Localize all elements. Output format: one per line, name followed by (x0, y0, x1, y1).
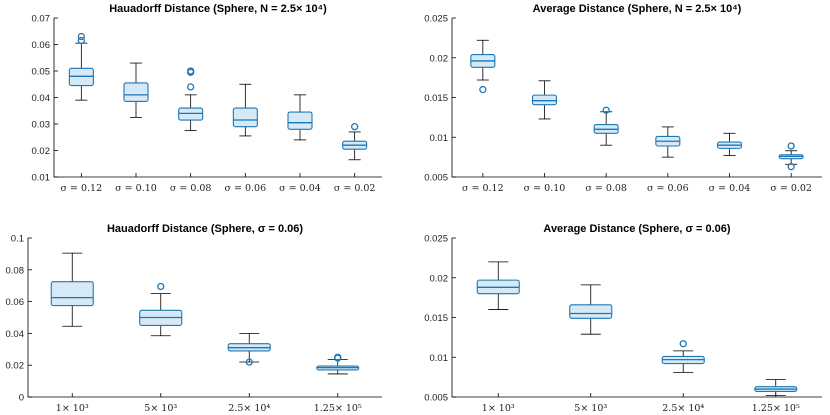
x-tick-label: 1.25× 10⁵ (752, 403, 800, 414)
y-tick-label: 0.005 (424, 393, 448, 404)
chart-3: Hauadorff Distance (Sphere, σ = 0.06) 0 0.… (6, 223, 382, 414)
y-tick-label: 0.02 (32, 146, 51, 157)
outlier-point (187, 67, 195, 75)
chart-2: Average Distance (Sphere, N = 2.5× 10⁴) 0… (424, 3, 822, 194)
box-plot (287, 94, 313, 141)
chart-1: Hauadorff Distance (Sphere, N = 2.5× 10⁴… (32, 3, 382, 194)
iqr-box (123, 82, 149, 103)
y-tick-label: 0.01 (32, 173, 51, 184)
box-plot (716, 132, 743, 156)
chart-4: Average Distance (Sphere, σ = 0.06) 0.005… (424, 223, 822, 414)
outlier-point (679, 340, 687, 348)
box-plot (754, 379, 798, 396)
x-tick-label: σ = 0.12 (462, 183, 504, 194)
box-plot (68, 32, 94, 101)
axis-lines (27, 238, 382, 398)
outlier-point (157, 282, 165, 291)
chart-title: Average Distance (Sphere, σ = 0.06) (543, 223, 731, 235)
y-tick-label: 0.01 (430, 133, 449, 144)
box-plot (123, 62, 149, 118)
y-tick-label: 0.1 (11, 234, 24, 245)
box-plot (569, 284, 613, 335)
y-tick-label: 0.06 (32, 40, 51, 51)
x-tick-label: σ = 0.08 (170, 183, 212, 194)
box-plot (593, 106, 619, 146)
y-tick-label: 0.08 (6, 265, 25, 276)
chart-title: Hauadorff Distance (Sphere, σ = 0.06) (107, 223, 303, 235)
y-tick-label: 0.015 (424, 313, 448, 324)
box-plot (139, 282, 183, 337)
y-tick-label: 0.04 (32, 93, 51, 104)
x-tick-label: 5× 10³ (574, 403, 607, 414)
x-tick-label: σ = 0.12 (61, 183, 103, 194)
box-plot (531, 80, 558, 120)
chart-title: Average Distance (Sphere, N = 2.5× 10⁴) (533, 3, 742, 15)
x-tick-label: σ = 0.08 (585, 183, 627, 194)
y-tick-label: 0.03 (32, 120, 51, 131)
iqr-box (178, 107, 204, 121)
iqr-box (287, 111, 313, 130)
x-tick-label: 5× 10³ (144, 403, 177, 414)
iqr-box (50, 281, 94, 307)
outlier-point (787, 163, 795, 171)
y-tick-label: 0.02 (430, 273, 449, 284)
box-plot (655, 126, 681, 158)
y-tick-label: 0.07 (32, 14, 51, 25)
box-plot (178, 67, 204, 132)
y-tick-label: 0.02 (6, 361, 25, 372)
outlier-point (787, 142, 795, 150)
x-tick-label: 2.5× 10⁴ (662, 403, 704, 414)
x-tick-label: σ = 0.10 (115, 183, 157, 194)
y-tick-label: 0.025 (424, 14, 448, 25)
y-tick-label: 0.015 (424, 93, 448, 104)
y-tick-label: 0.01 (430, 353, 449, 364)
y-tick-label: 0 (19, 393, 24, 404)
x-tick-label: 1× 10³ (56, 403, 89, 414)
x-tick-label: σ = 0.06 (225, 183, 267, 194)
outlier-point (351, 123, 359, 131)
box-plot (778, 142, 804, 171)
y-tick-label: 0.04 (6, 329, 25, 340)
x-tick-label: σ = 0.02 (770, 183, 812, 194)
outlier-point (77, 32, 85, 41)
outlier-point (602, 106, 610, 114)
y-tick-label: 0.02 (430, 53, 449, 64)
x-tick-label: σ = 0.02 (334, 183, 376, 194)
x-tick-label: 1.25× 10⁵ (314, 403, 362, 414)
outlier-point (187, 83, 195, 91)
outlier-point (479, 85, 487, 94)
iqr-box (68, 67, 94, 87)
outlier-point (334, 353, 342, 361)
outlier-point (77, 36, 85, 45)
x-tick-label: 2.5× 10⁴ (228, 403, 270, 414)
y-tick-label: 0.025 (424, 234, 448, 245)
iqr-box (531, 94, 558, 106)
x-tick-label: σ = 0.04 (279, 183, 321, 194)
box-plot (227, 332, 271, 366)
axis-lines (451, 18, 822, 178)
box-plot (470, 39, 496, 94)
box-plot (661, 340, 705, 373)
box-plot (342, 123, 368, 161)
box-plot (316, 353, 360, 375)
chart-title: Hauadorff Distance (Sphere, N = 2.5× 10⁴… (109, 3, 327, 15)
iqr-box (232, 107, 258, 128)
axis-lines (53, 18, 382, 178)
x-tick-label: σ = 0.06 (647, 183, 689, 194)
box-plot (476, 261, 520, 310)
x-tick-label: 1× 10³ (482, 403, 515, 414)
outlier-point (245, 358, 253, 366)
iqr-box (569, 304, 613, 319)
y-tick-label: 0.06 (6, 297, 25, 308)
box-plot (50, 252, 94, 327)
y-tick-label: 0.005 (424, 173, 448, 184)
x-tick-label: σ = 0.04 (709, 183, 751, 194)
y-tick-label: 0.05 (32, 67, 51, 78)
box-plot (232, 83, 258, 137)
x-tick-label: σ = 0.10 (524, 183, 566, 194)
